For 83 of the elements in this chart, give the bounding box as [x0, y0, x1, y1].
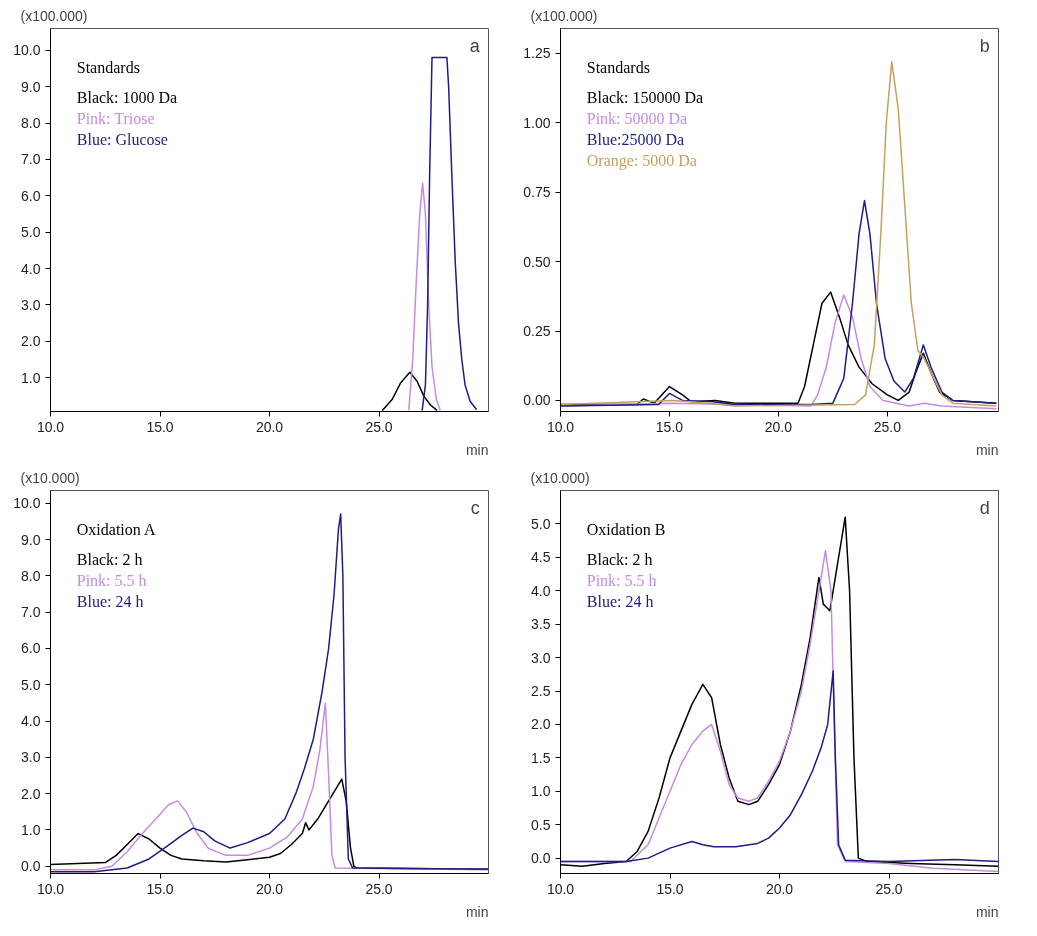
y-axis-title: (x10.000): [20, 469, 80, 486]
annotation: b: [979, 36, 990, 57]
annotation: d: [979, 498, 990, 519]
x-tick-label: 10.0: [546, 418, 575, 435]
y-axis-title: (x100.000): [20, 7, 88, 24]
y-tick-label: 2.5: [531, 683, 551, 700]
x-tick-label: 15.0: [146, 880, 174, 897]
text: Blue: Glucose: [76, 130, 168, 148]
y-axis-title: (x10.000): [530, 469, 590, 486]
x-tick-label: 20.0: [255, 880, 284, 897]
y-tick-label: 9.0: [21, 531, 41, 548]
y-tick-label: 6.0: [21, 187, 41, 204]
y-tick-label: 0.0: [21, 858, 41, 875]
x-tick-label: 10.0: [36, 418, 65, 435]
text: Pink: 5.5 h: [586, 571, 657, 589]
x-tick-label: 15.0: [656, 880, 684, 897]
text: Black: 2 h: [586, 550, 653, 568]
y-tick-label: 1.0: [531, 783, 551, 800]
y-tick-label: 0.00: [523, 392, 551, 409]
text: Black: 2 h: [76, 550, 143, 568]
y-tick-label: 0.75: [523, 184, 551, 201]
x-tick-label: 20.0: [764, 418, 793, 435]
text: Pink: 50000 Da: [586, 109, 688, 127]
x-axis-title: min: [975, 903, 999, 920]
y-tick-label: 3.0: [531, 649, 551, 666]
y-tick-label: 5.0: [21, 676, 41, 693]
x-axis-title: min: [465, 903, 489, 920]
y-tick-label: 2.0: [531, 716, 551, 733]
x-tick-label: 10.0: [546, 880, 575, 897]
x-tick-label: 10.0: [36, 880, 65, 897]
y-tick-label: 2.0: [21, 785, 41, 802]
x-axis-title: min: [975, 441, 999, 458]
y-tick-label: 1.25: [523, 45, 551, 62]
y-tick-label: 4.0: [21, 713, 41, 730]
y-tick-label: 0.50: [523, 253, 551, 270]
x-tick-label: 25.0: [365, 880, 393, 897]
y-tick-label: 8.0: [21, 567, 41, 584]
annotation: a: [469, 36, 481, 57]
y-tick-label: 2.0: [21, 333, 41, 350]
x-tick-label: 20.0: [255, 418, 284, 435]
legend-title: Oxidation A: [76, 521, 156, 539]
legend-title: Standards: [76, 59, 140, 77]
text: Black: 1000 Da: [76, 88, 178, 106]
y-tick-label: 1.0: [21, 369, 41, 386]
text: Pink: 5.5 h: [76, 571, 147, 589]
y-tick-label: 5.0: [531, 515, 551, 532]
x-tick-label: 15.0: [655, 418, 684, 435]
y-tick-label: 0.25: [523, 323, 551, 340]
y-axis-title: (x100.000): [530, 7, 598, 24]
legend-title: Oxidation B: [586, 521, 666, 539]
y-tick-label: 10.0: [13, 42, 41, 59]
y-tick-label: 1.0: [21, 821, 41, 838]
y-tick-label: 3.0: [21, 749, 41, 766]
x-axis-title: min: [465, 441, 489, 458]
text: Black: 150000 Da: [586, 88, 704, 106]
y-tick-label: 4.0: [531, 582, 551, 599]
y-tick-label: 4.0: [21, 260, 41, 277]
y-tick-label: 1.5: [531, 749, 551, 766]
x-tick-label: 20.0: [765, 880, 794, 897]
y-tick-label: 5.0: [21, 224, 41, 241]
text: Blue: 24 h: [76, 592, 144, 610]
text: Blue:25000 Da: [586, 130, 685, 148]
y-tick-label: 10.0: [13, 495, 41, 512]
y-tick-label: 0.0: [531, 850, 551, 867]
y-tick-label: 3.0: [21, 296, 41, 313]
y-tick-label: 8.0: [21, 115, 41, 132]
legend-title: Standards: [586, 59, 650, 77]
y-tick-label: 7.0: [21, 604, 41, 621]
annotation: c: [470, 498, 480, 519]
y-tick-label: 7.0: [21, 151, 41, 168]
x-tick-label: 25.0: [875, 880, 903, 897]
y-tick-label: 1.00: [523, 114, 551, 131]
y-tick-label: 4.5: [531, 549, 551, 566]
y-tick-label: 3.5: [531, 616, 551, 633]
x-tick-label: 25.0: [365, 418, 393, 435]
text: Pink: Triose: [76, 109, 155, 127]
text: Orange: 5000 Da: [586, 151, 697, 170]
y-tick-label: 6.0: [21, 640, 41, 657]
x-tick-label: 25.0: [873, 418, 902, 435]
text: Blue: 24 h: [586, 592, 654, 610]
x-tick-label: 15.0: [146, 418, 174, 435]
y-tick-label: 9.0: [21, 78, 41, 95]
y-tick-label: 0.5: [531, 816, 551, 833]
